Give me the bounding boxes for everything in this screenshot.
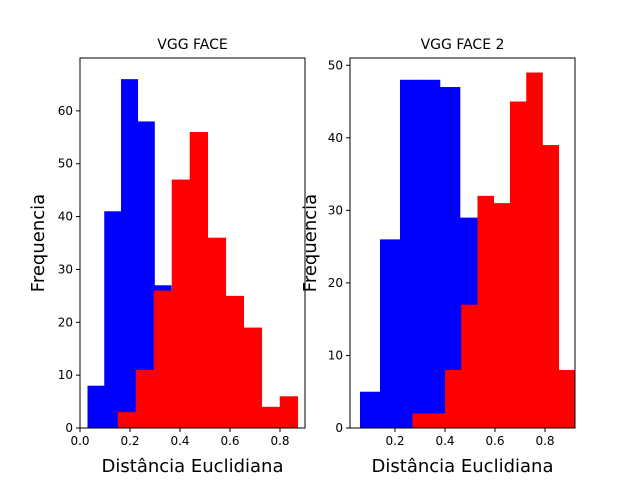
hist-bar-right-s1-b7 xyxy=(526,72,543,429)
y-tick-label-right-1: 10 xyxy=(328,348,343,362)
y-tick-label-right-0: 0 xyxy=(335,421,343,435)
hist-bar-left-s0-b0 xyxy=(87,385,105,428)
xticks-right: 0.2 0.4 0.6 0.8 xyxy=(385,428,555,448)
yticks-left: 0 10 20 30 40 50 60 xyxy=(58,104,80,435)
hist-bar-left-s1-b8 xyxy=(261,406,281,428)
hist-bar-left-s0-b2 xyxy=(121,79,139,429)
x-tick-label-right-0: 0.2 xyxy=(385,434,404,448)
x-tick-label-right-2: 0.6 xyxy=(485,434,504,448)
hist-bar-left-s1-b7 xyxy=(243,327,263,428)
x-tick-label-left-4: 0.8 xyxy=(270,434,289,448)
x-tick-label-left-0: 0.0 xyxy=(70,434,89,448)
hist-bar-left-s0-b3 xyxy=(137,121,155,428)
chart-title-right: VGG FACE 2 xyxy=(421,37,505,53)
hist-bar-right-s1-b2 xyxy=(445,369,462,428)
plot-frame-right xyxy=(349,57,576,429)
hist-bar-left-s1-b2 xyxy=(153,290,173,428)
hist-bar-left-s1-b5 xyxy=(207,237,227,428)
x-tick-label-right-1: 0.4 xyxy=(435,434,454,448)
hist-bar-right-s1-b0 xyxy=(412,413,430,428)
hist-bar-right-s1-b6 xyxy=(510,101,527,428)
y-tick-label-left-4: 40 xyxy=(58,210,73,224)
chart-title-left: VGG FACE xyxy=(157,37,227,53)
y-tick-label-left-5: 50 xyxy=(58,157,73,171)
hist-bar-left-s1-b9 xyxy=(279,396,299,428)
x-axis-label-left: Distância Euclidiana xyxy=(102,456,284,477)
y-tick-label-left-1: 10 xyxy=(58,368,73,382)
hist-bar-right-s0-b2 xyxy=(400,79,421,428)
y-tick-label-right-2: 20 xyxy=(328,276,343,290)
y-tick-label-left-2: 20 xyxy=(58,315,73,329)
hist-bar-left-s1-b0 xyxy=(117,412,137,428)
hist-bar-right-s1-b9 xyxy=(558,369,576,428)
y-tick-label-right-5: 50 xyxy=(328,58,343,72)
yticks-right: 0 10 20 30 40 50 xyxy=(328,58,350,435)
hist-bar-left-s1-b6 xyxy=(225,295,245,428)
bars-right xyxy=(360,72,576,429)
subplot-vgg-face-2: 0.2 0.4 0.6 0.8 0 10 20 30 40 50 VGG FACE 2 Dist… xyxy=(300,37,576,477)
hist-bar-right-s0-b1 xyxy=(380,239,401,428)
y-tick-label-right-4: 40 xyxy=(328,131,343,145)
hist-bar-right-s0-b3 xyxy=(420,79,441,428)
x-axis-label-right: Distância Euclidiana xyxy=(372,456,554,477)
y-tick-label-left-3: 30 xyxy=(58,262,73,276)
y-tick-label-left-0: 0 xyxy=(65,421,73,435)
hist-bar-right-s1-b4 xyxy=(477,195,495,428)
xticks-left: 0.0 0.2 0.4 0.6 0.8 xyxy=(70,428,290,448)
y-tick-label-right-3: 30 xyxy=(328,203,343,217)
hist-bar-right-s1-b3 xyxy=(461,304,478,428)
y-tick-label-left-6: 60 xyxy=(58,104,73,118)
hist-bar-right-s1-b5 xyxy=(493,203,511,428)
x-tick-label-left-1: 0.2 xyxy=(120,434,139,448)
hist-bar-right-s1-b1 xyxy=(428,413,446,428)
x-tick-label-left-3: 0.6 xyxy=(220,434,239,448)
subplot-vgg-face: 0.0 0.2 0.4 0.6 0.8 0 10 20 30 40 50 60 VGG FACE D… xyxy=(28,37,306,477)
hist-bar-left-s1-b4 xyxy=(189,132,209,428)
x-tick-label-left-2: 0.4 xyxy=(170,434,189,448)
bars-left xyxy=(87,79,299,429)
hist-bar-left-s0-b1 xyxy=(104,211,122,428)
plot-frame-left xyxy=(79,57,306,429)
hist-bar-right-s0-b4 xyxy=(440,87,461,429)
y-axis-label-left: Frequencia xyxy=(28,194,49,292)
x-tick-label-right-3: 0.8 xyxy=(535,434,554,448)
hist-bar-right-s0-b0 xyxy=(360,391,381,428)
hist-bar-left-s1-b1 xyxy=(135,369,155,428)
hist-bar-left-s1-b3 xyxy=(171,179,191,428)
y-axis-label-right: Frequencia xyxy=(300,194,321,292)
hist-bar-right-s1-b8 xyxy=(542,145,560,428)
